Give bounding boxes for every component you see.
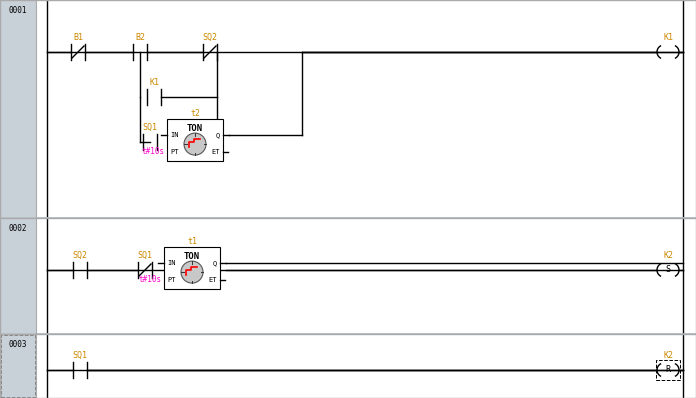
Circle shape (181, 261, 203, 283)
Text: IN: IN (170, 132, 178, 138)
Text: TON: TON (187, 124, 203, 133)
Bar (36, 334, 696, 398)
Text: t2: t2 (190, 109, 200, 118)
Bar (656, 360, 680, 380)
Text: K1: K1 (663, 33, 673, 42)
Text: TON: TON (184, 252, 200, 261)
Text: B2: B2 (135, 33, 145, 42)
Text: t1: t1 (187, 237, 197, 246)
Bar (0, 0, 36, 217)
Bar (0, 334, 36, 398)
Text: S: S (665, 265, 670, 275)
Text: 0002: 0002 (9, 224, 27, 233)
Text: t#10s: t#10s (139, 275, 162, 284)
Bar (1, 335, 35, 397)
Text: PT: PT (167, 277, 175, 283)
Text: IN: IN (167, 260, 175, 266)
Text: 0003: 0003 (9, 340, 27, 349)
Text: Q: Q (216, 132, 220, 138)
Text: ET: ET (209, 277, 217, 283)
Bar (36, 218, 696, 333)
Bar (164, 247, 220, 289)
Text: t#10s: t#10s (142, 147, 165, 156)
Text: SQ1: SQ1 (72, 351, 88, 360)
Text: K1: K1 (149, 78, 159, 87)
Bar (167, 119, 223, 161)
Text: ET: ET (212, 149, 220, 155)
Text: K2: K2 (663, 251, 673, 260)
Text: Q: Q (213, 260, 217, 266)
Text: B1: B1 (73, 33, 83, 42)
Text: SQ2: SQ2 (72, 251, 88, 260)
Text: SQ1: SQ1 (143, 123, 157, 132)
Text: SQ1: SQ1 (138, 251, 152, 260)
Text: K2: K2 (663, 351, 673, 360)
Text: SQ2: SQ2 (203, 33, 217, 42)
Text: R: R (665, 365, 670, 375)
Bar (36, 0, 696, 217)
Bar (0, 218, 36, 333)
Text: 0001: 0001 (9, 6, 27, 15)
Circle shape (184, 133, 206, 155)
Text: PT: PT (170, 149, 178, 155)
